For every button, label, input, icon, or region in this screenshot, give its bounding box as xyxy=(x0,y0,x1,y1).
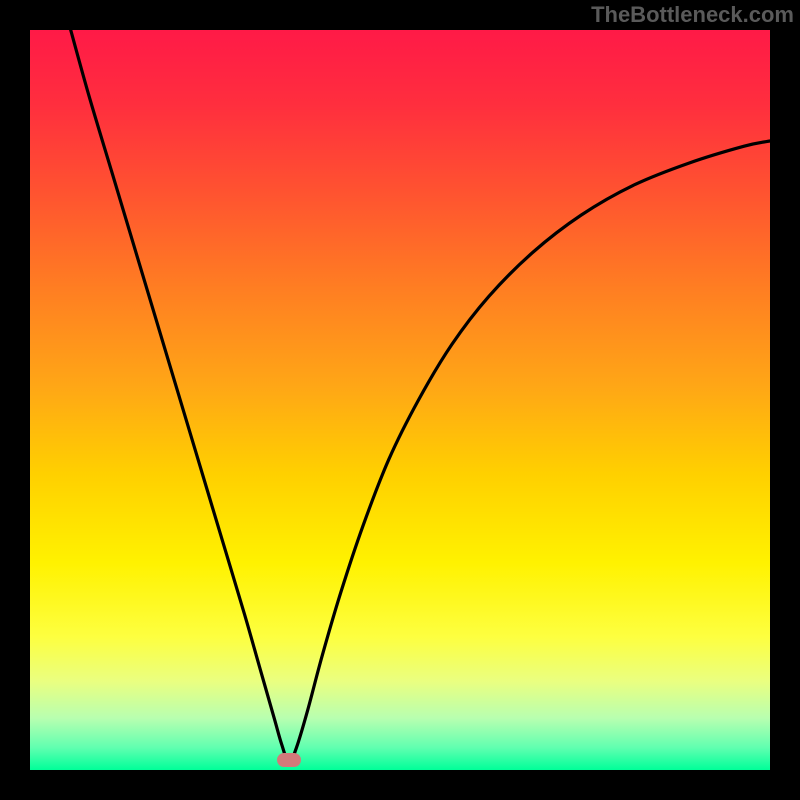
watermark-text: TheBottleneck.com xyxy=(591,2,794,28)
bottleneck-curve xyxy=(30,30,770,770)
plot-area xyxy=(30,30,770,770)
chart-frame: TheBottleneck.com xyxy=(0,0,800,800)
optimal-point-marker xyxy=(277,753,301,767)
